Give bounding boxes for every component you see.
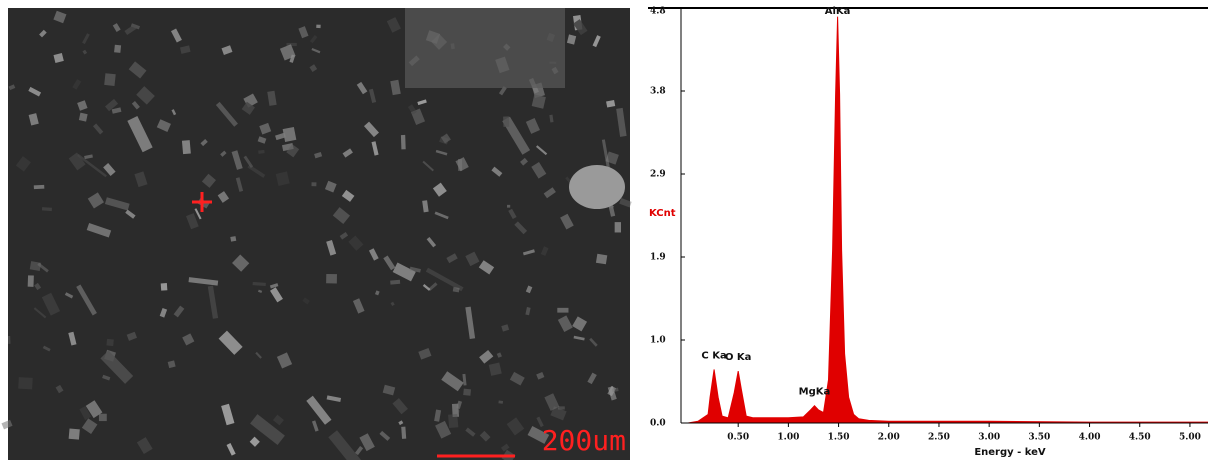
sem-image: 200um (1, 8, 631, 460)
grain (316, 25, 320, 29)
grain (401, 427, 406, 439)
figure: 200um 0.0 1.0 1.9 2.9 3.8 4.8 0.50 1.00 1.50 2.00… (0, 0, 1208, 460)
chart-background (648, 8, 1208, 460)
x-tick-label: 4.50 (1129, 433, 1151, 443)
y-tick-label: 2.9 (650, 170, 666, 180)
x-tick-label: 0.50 (727, 433, 749, 443)
grain (596, 254, 607, 264)
x-tick-label: 3.50 (1028, 433, 1050, 443)
y-tick-label: 4.8 (650, 7, 666, 17)
page: {"image": {"scale_label": "200um"}, "cha… (0, 0, 1208, 460)
grain (104, 73, 116, 86)
x-tick-label: 1.00 (777, 433, 799, 443)
grain (161, 283, 168, 291)
peak-label: C Ka (701, 350, 726, 361)
grain (326, 274, 337, 283)
grain (569, 165, 625, 209)
x-tick-label: 1.50 (828, 433, 850, 443)
grain (558, 406, 565, 409)
y-axis-label: KCnt (649, 208, 676, 219)
grain (401, 135, 406, 150)
grain (114, 45, 121, 53)
grain (28, 275, 34, 286)
peak-label: MgKa (799, 387, 831, 398)
grain (79, 113, 88, 122)
grain (69, 428, 80, 439)
y-tick-label: 1.9 (650, 253, 666, 263)
grain (18, 377, 33, 389)
spectrum-chart: 0.0 1.0 1.9 2.9 3.8 4.8 0.50 1.00 1.50 2.00 2.50 3.… (648, 6, 1208, 460)
x-tick-label: 3.00 (978, 433, 1000, 443)
grain (498, 401, 503, 404)
x-tick-label: 2.50 (928, 433, 950, 443)
y-tick-label: 1.0 (650, 336, 666, 346)
grain (30, 261, 41, 271)
grain (182, 140, 191, 154)
x-tick-label: 2.00 (878, 433, 900, 443)
x-tick-label: 5.00 (1179, 433, 1201, 443)
grain (34, 185, 45, 189)
y-tick-label: 0.0 (650, 419, 666, 429)
grain (615, 222, 621, 232)
x-axis-label: Energy - keV (974, 447, 1046, 458)
grain (311, 182, 316, 186)
grain (42, 207, 52, 211)
grain (557, 308, 568, 313)
grain (405, 8, 565, 88)
peak-label: O Ka (725, 352, 751, 363)
peak-label: AlKa (825, 6, 851, 17)
y-tick-label: 3.8 (650, 87, 666, 97)
grain (448, 414, 458, 428)
grain (99, 414, 107, 421)
scale-label: 200um (542, 424, 626, 457)
grain (463, 389, 471, 396)
grain (106, 339, 113, 346)
grain (230, 236, 236, 242)
grain (503, 116, 509, 127)
grain (8, 336, 10, 344)
x-tick-label: 4.00 (1079, 433, 1101, 443)
grain (507, 205, 510, 208)
grain (390, 280, 400, 285)
